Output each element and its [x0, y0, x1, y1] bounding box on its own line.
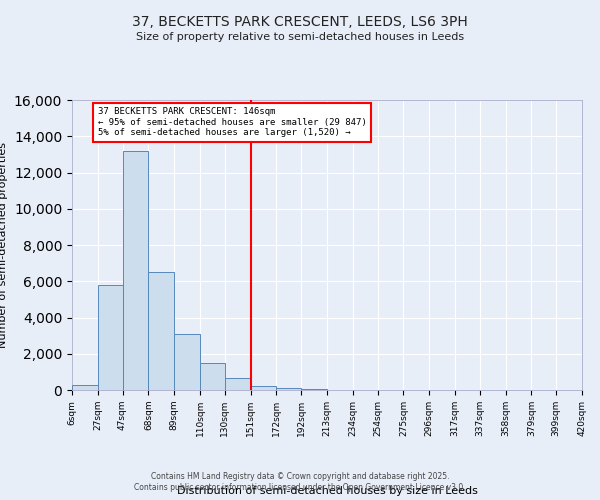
- Bar: [251, 386, 277, 390]
- Y-axis label: Number of semi-detached properties: Number of semi-detached properties: [0, 142, 8, 348]
- Text: Size of property relative to semi-detached houses in Leeds: Size of property relative to semi-detach…: [136, 32, 464, 42]
- Text: 37, BECKETTS PARK CRESCENT, LEEDS, LS6 3PH: 37, BECKETTS PARK CRESCENT, LEEDS, LS6 3…: [132, 15, 468, 29]
- X-axis label: Distribution of semi-detached houses by size in Leeds: Distribution of semi-detached houses by …: [176, 486, 478, 496]
- Bar: [72, 384, 98, 390]
- Bar: [225, 378, 251, 390]
- Bar: [277, 388, 301, 390]
- Bar: [301, 389, 327, 390]
- Bar: [148, 272, 174, 390]
- Bar: [122, 151, 148, 390]
- Text: 37 BECKETTS PARK CRESCENT: 146sqm
← 95% of semi-detached houses are smaller (29 : 37 BECKETTS PARK CRESCENT: 146sqm ← 95% …: [98, 108, 367, 137]
- Bar: [98, 285, 122, 390]
- Bar: [200, 363, 225, 390]
- Text: Contains public sector information licensed under the Open Government Licence v3: Contains public sector information licen…: [134, 483, 466, 492]
- Text: Contains HM Land Registry data © Crown copyright and database right 2025.: Contains HM Land Registry data © Crown c…: [151, 472, 449, 481]
- Bar: [174, 334, 200, 390]
